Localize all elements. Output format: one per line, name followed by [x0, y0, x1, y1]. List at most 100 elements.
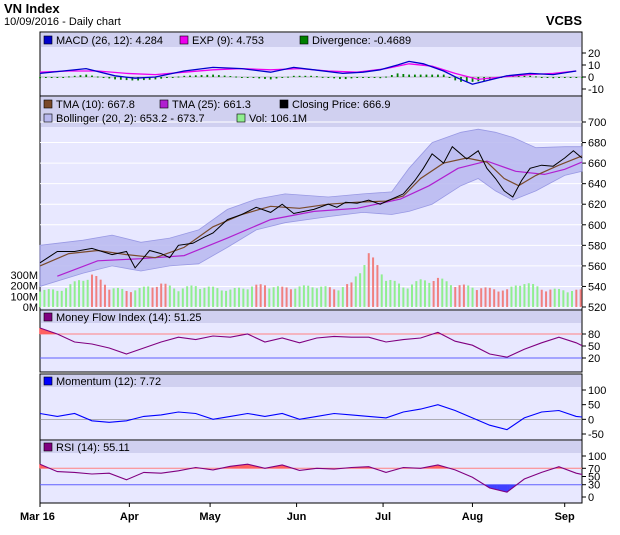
volume-bar — [60, 290, 63, 307]
divergence-bar — [304, 75, 307, 77]
volume-bar — [497, 291, 500, 307]
volume-bar — [315, 288, 318, 307]
momentum-y-tick: 0 — [588, 414, 594, 426]
volume-bar — [225, 290, 228, 307]
volume-bar — [367, 253, 370, 307]
x-axis-label: Jun — [287, 511, 307, 523]
divergence-bar — [413, 74, 416, 77]
divergence-bar — [425, 74, 428, 77]
macd-legend-label: MACD (26, 12): 4.284 — [56, 35, 163, 47]
volume-bar — [65, 288, 68, 307]
rsi-y-tick: 0 — [588, 492, 594, 504]
volume-bar — [82, 280, 85, 307]
price-legend-label: TMA (10): 667.8 — [56, 99, 135, 111]
rsi-overbought-fill — [357, 467, 360, 469]
rsi-overbought-fill — [232, 465, 235, 469]
momentum-y-tick: 50 — [588, 400, 600, 412]
divergence-bar — [385, 76, 387, 78]
volume-bar — [307, 285, 310, 307]
price-legend-swatch — [43, 99, 53, 109]
divergence-bar — [160, 77, 163, 79]
macd-y-tick: 10 — [588, 60, 600, 72]
divergence-bar — [362, 77, 364, 78]
divergence-bar — [523, 75, 526, 77]
volume-bar — [467, 285, 470, 307]
mfi-legend-bar — [41, 311, 581, 323]
divergence-bar — [189, 75, 191, 77]
divergence-bar — [206, 74, 209, 77]
rsi-overbought-fill — [245, 464, 248, 469]
rsi-oversold-fill — [490, 484, 493, 489]
volume-bar — [259, 284, 262, 307]
momentum-legend-label: Momentum (12): 7.72 — [56, 376, 161, 388]
volume-bar — [523, 284, 526, 307]
volume-bar — [328, 287, 331, 307]
volume-bar — [411, 284, 414, 307]
rsi-overbought-fill — [230, 466, 233, 469]
volume-bar — [134, 290, 137, 307]
divergence-bar — [517, 75, 520, 77]
volume-bar — [311, 287, 314, 307]
rsi-overbought-fill — [39, 464, 41, 469]
divergence-bar — [333, 77, 336, 79]
macd-legend-label: Divergence: -0.4689 — [312, 35, 411, 47]
rsi-overbought-fill — [228, 466, 230, 469]
volume-bar — [506, 289, 509, 307]
rsi-overbought-fill — [238, 465, 240, 469]
divergence-bar — [229, 76, 232, 78]
divergence-bar — [339, 77, 341, 80]
rsi-overbought-fill — [226, 466, 229, 469]
volume-bar — [393, 280, 396, 307]
volume-y-tick: 200M — [10, 281, 38, 293]
divergence-bar — [471, 77, 474, 82]
divergence-bar — [569, 77, 572, 78]
volume-bar — [575, 289, 578, 307]
mfi-legend-label: Money Flow Index (14): 51.25 — [56, 312, 202, 324]
divergence-bar — [546, 77, 549, 78]
mfi-y-tick: 80 — [588, 329, 600, 341]
rsi-overbought-fill — [360, 467, 363, 469]
divergence-bar — [292, 75, 295, 77]
volume-bar — [255, 284, 258, 307]
divergence-bar — [535, 76, 537, 78]
momentum-line — [39, 404, 583, 431]
macd-y-tick: 0 — [588, 72, 594, 84]
rsi-overbought-fill — [558, 466, 560, 469]
divergence-bar — [298, 75, 301, 77]
volume-bar — [532, 283, 535, 307]
volume-bar — [216, 288, 219, 307]
volume-bar — [558, 288, 561, 307]
volume-bar — [553, 288, 556, 307]
divergence-bar — [56, 77, 59, 78]
bollinger-band — [39, 128, 583, 287]
rsi-oversold-fill — [510, 484, 513, 489]
divergence-bar — [166, 77, 168, 78]
rsi-oversold-fill — [512, 484, 514, 488]
rsi-oversold-fill — [507, 484, 510, 491]
divergence-bar — [246, 77, 249, 78]
divergence-bar — [73, 75, 76, 77]
price-legend-label: Vol: 106.1M — [249, 113, 307, 125]
volume-bar — [419, 279, 422, 307]
volume-bar — [398, 283, 401, 307]
volume-bar — [514, 285, 517, 307]
rsi-overbought-fill — [246, 464, 249, 469]
rsi-overbought-fill — [363, 466, 366, 469]
volume-bar — [320, 286, 323, 307]
rsi-overbought-fill — [241, 464, 243, 469]
x-axis-label: Aug — [462, 511, 483, 523]
rsi-legend-bar — [41, 441, 581, 453]
rsi-overbought-fill — [287, 466, 289, 469]
volume-bar — [207, 286, 210, 307]
divergence-bar — [287, 76, 289, 78]
rsi-overbought-fill — [285, 466, 288, 469]
macd-legend-label: EXP (9): 4.753 — [192, 35, 264, 47]
x-axis-label: Mar 16 — [20, 511, 55, 523]
volume-bar — [112, 288, 115, 307]
rsi-oversold-fill — [513, 484, 516, 487]
volume-bar — [540, 289, 543, 307]
rsi-overbought-fill — [367, 466, 370, 469]
volume-bar — [268, 288, 271, 307]
rsi-oversold-fill — [493, 484, 495, 490]
volume-bar — [445, 281, 448, 307]
